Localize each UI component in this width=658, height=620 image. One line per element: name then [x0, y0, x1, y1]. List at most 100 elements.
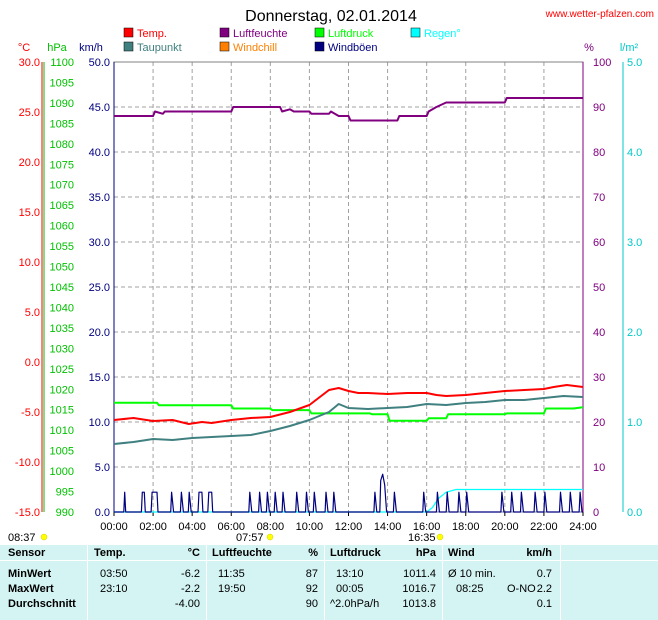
pressure-axis-tick-label: 1025	[50, 364, 74, 376]
pressure-axis-tick-label: 1040	[50, 302, 74, 314]
pressure-axis-tick-label: 1100	[50, 57, 74, 69]
x-tick-label: 24:00	[569, 521, 597, 533]
rain-axis-tick-label: 2.0	[627, 327, 642, 339]
pressure-axis-tick-label: 1080	[50, 139, 74, 151]
wind-unit-label: km/h	[79, 42, 103, 54]
sun-icon	[266, 533, 274, 541]
legend-label: Windchill	[233, 42, 277, 54]
x-tick-label: 02:00	[139, 521, 167, 533]
pressure-axis-tick-label: 990	[56, 507, 74, 519]
x-tick-label: 16:00	[413, 521, 441, 533]
stats-header-temp-unit: °C	[187, 547, 200, 559]
rain-axis-tick-label: 0.0	[627, 507, 642, 519]
humidity-axis-tick-label: 30	[593, 372, 605, 384]
stats-humidity-time: 11:35	[218, 568, 245, 580]
series-line-Luftdruck	[114, 401, 584, 422]
pressure-axis-tick-label: 1060	[50, 221, 74, 233]
wind-axis-tick-label: 45.0	[89, 102, 110, 114]
stats-pressure-value: 1013.8	[402, 598, 436, 610]
stats-humidity-value: 92	[305, 583, 318, 595]
stats-humidity-value: 87	[305, 568, 318, 580]
pressure-axis-tick-label: 1005	[50, 446, 74, 458]
wind-axis-tick-label: 15.0	[89, 372, 110, 384]
wind-axis-tick-label: 20.0	[89, 327, 110, 339]
stats-table: Sensor Temp. °C Luftfeuchte % Luftdruck …	[0, 545, 658, 620]
wind-axis-tick-label: 30.0	[89, 237, 110, 249]
stats-header-humidity-unit: %	[308, 547, 318, 559]
humidity-axis-tick-label: 10	[593, 462, 605, 474]
temp-axis-tick-label: 15.0	[19, 207, 40, 219]
x-tick-label: 10:00	[296, 521, 324, 533]
stats-header-temp: Temp.	[94, 547, 126, 559]
stats-temp-time: 23:10	[100, 583, 128, 595]
pressure-unit-label: hPa	[47, 42, 67, 54]
series-line-Temp.	[113, 384, 584, 425]
chart-title: Donnerstag, 02.01.2014	[245, 8, 417, 25]
pressure-axis-tick-label: 995	[56, 487, 74, 499]
pressure-axis-tick-label: 1030	[50, 343, 74, 355]
pressure-axis-tick-label: 1035	[50, 323, 74, 335]
humidity-axis-tick-label: 70	[593, 192, 605, 204]
legend-label: Temp.	[137, 28, 167, 40]
x-tick-label: 12:00	[335, 521, 363, 533]
stats-row-label: Durchschnitt	[8, 598, 76, 610]
pressure-axis-tick-label: 1050	[50, 262, 74, 274]
stats-wind-value: 0.7	[536, 568, 552, 580]
stats-row-label: MinWert	[8, 568, 52, 580]
stats-temp-value: -2.2	[181, 583, 200, 595]
series-line-Luftfeuchte	[114, 97, 583, 122]
humidity-axis-tick-label: 80	[593, 147, 605, 159]
stats-wind-value: 0.1	[536, 598, 552, 610]
grid	[114, 62, 583, 512]
sun-icon	[40, 533, 48, 541]
legend-label: Luftdruck	[328, 28, 374, 40]
stats-header-humidity: Luftfeuchte	[212, 547, 272, 559]
rain-axis-tick-label: 1.0	[627, 417, 642, 429]
x-tick-label: 00:00	[100, 521, 128, 533]
legend-label: Regen°	[424, 28, 461, 40]
source-link[interactable]: www.wetter-pfalzen.com	[545, 9, 654, 20]
stats-header-pressure: Luftdruck	[330, 547, 381, 559]
x-tick-label: 18:00	[452, 521, 480, 533]
x-tick-label: 22:00	[530, 521, 558, 533]
sun-icon	[436, 533, 444, 541]
series-line-Windböen	[114, 473, 583, 513]
pressure-axis-tick-label: 1065	[50, 200, 74, 212]
sunrise-time: 08:37	[8, 532, 36, 544]
legend-swatch	[123, 41, 134, 52]
x-tick-label: 08:00	[257, 521, 285, 533]
series-line-Taupunkt	[113, 395, 584, 445]
stats-row-min: MinWert 03:50 -6.2 11:35 87 13:10 1011.4…	[0, 568, 658, 583]
temp-axis-tick-label: 30.0	[19, 57, 40, 69]
stats-header-wind: Wind	[448, 547, 475, 559]
temp-axis-tick-label: 10.0	[19, 257, 40, 269]
x-tick-label: 20:00	[491, 521, 519, 533]
stats-wind-time: 08:25	[456, 583, 484, 595]
temp-axis-tick-label: 20.0	[19, 157, 40, 169]
temp-axis-tick-label: 0.0	[25, 357, 40, 369]
legend-label: Windböen	[328, 42, 378, 54]
pressure-axis-tick-label: 1095	[50, 77, 74, 89]
axis-unit-labels: °C hPa km/h% l/m²	[18, 42, 639, 54]
stats-wind-value: 2.2	[536, 583, 552, 595]
pressure-axis-tick-label: 1055	[50, 241, 74, 253]
rain-axis-tick-label: 5.0	[627, 57, 642, 69]
legend-swatch	[219, 41, 230, 52]
rain-axis-tick-label: 4.0	[627, 147, 642, 159]
pressure-axis-tick-label: 1090	[50, 98, 74, 110]
legend-swatch	[410, 27, 421, 38]
pressure-axis-tick-label: 1045	[50, 282, 74, 294]
sun-markers: 08:37 07:57 16:35	[8, 532, 444, 544]
humidity-axis-tick-label: 50	[593, 282, 605, 294]
humidity-axis-tick-label: 0	[593, 507, 599, 519]
wind-axis-tick-label: 0.0	[95, 507, 110, 519]
temp-axis-tick-label: -10.0	[15, 457, 40, 469]
pressure-axis-tick-label: 1085	[50, 118, 74, 130]
humidity-axis-tick-label: 60	[593, 237, 605, 249]
pressure-axis-tick-label: 1000	[50, 466, 74, 478]
pressure-axis-tick-label: 1015	[50, 405, 74, 417]
humidity-axis-tick-label: 20	[593, 417, 605, 429]
stats-pressure-time: 00:05	[336, 583, 364, 595]
wind-axis-tick-label: 25.0	[89, 282, 110, 294]
stats-row-max: MaxWert 23:10 -2.2 19:50 92 00:05 1016.7…	[0, 583, 658, 598]
